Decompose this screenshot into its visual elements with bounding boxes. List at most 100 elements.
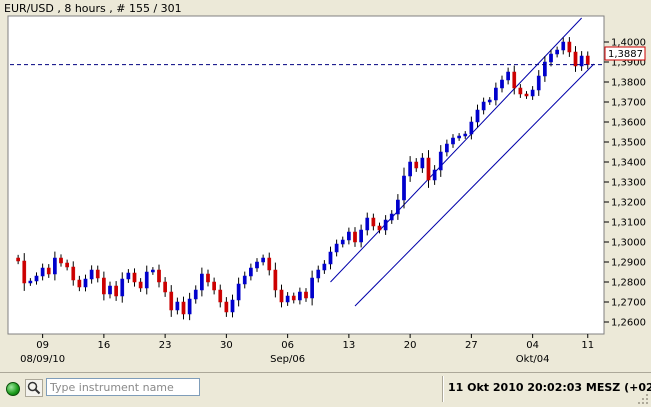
current-price-label: 1,3887 — [608, 49, 643, 60]
x-axis: 09 08/09/10 16 23 30 06 Sep/06 13 20 27 04 Okt/04 11 — [20, 334, 594, 365]
candle — [445, 139, 449, 157]
candle-body — [83, 278, 88, 288]
candle — [371, 213, 376, 231]
candle-body — [579, 55, 584, 67]
candle-body — [494, 87, 498, 101]
candle-body — [236, 283, 241, 301]
candle — [328, 246, 333, 270]
candle — [536, 70, 541, 96]
timezone-offset: (+0200) — [624, 381, 651, 394]
candle — [163, 277, 167, 297]
candle-body — [585, 55, 590, 65]
candle-body — [126, 272, 131, 280]
candle — [267, 252, 272, 276]
candle — [494, 82, 498, 106]
candle — [169, 285, 174, 317]
candle-body — [322, 263, 327, 271]
candle-body — [157, 269, 161, 283]
candle-body — [279, 289, 284, 303]
candle — [175, 297, 180, 315]
status-datetime: 11 Okt 2010 20:02:03 MESZ (+0200) — [448, 381, 651, 394]
candle-body — [255, 261, 259, 269]
y-tick-label: 1,4000 — [611, 38, 646, 49]
candle-body — [359, 229, 363, 243]
candle-body — [371, 217, 376, 227]
candle — [279, 284, 284, 308]
candle — [310, 270, 314, 306]
resize-grip-icon[interactable] — [637, 393, 649, 405]
y-tick-label: 1,3600 — [611, 118, 646, 129]
current-price-box — [604, 46, 646, 61]
candle-body — [267, 257, 272, 271]
candle — [543, 56, 547, 82]
candle — [206, 269, 210, 287]
timezone-value: MESZ — [585, 381, 621, 394]
trend-channel — [330, 17, 595, 307]
candle-body — [414, 161, 419, 169]
candle-body — [108, 285, 112, 295]
candle-body — [438, 151, 443, 171]
candle-body — [481, 101, 486, 111]
candle — [114, 281, 118, 301]
connection-status-icon[interactable] — [6, 382, 20, 396]
candle — [463, 131, 468, 139]
y-tick-label: 1,3400 — [611, 158, 646, 169]
candle — [212, 277, 216, 295]
candle — [383, 215, 388, 235]
chart-panel[interactable]: EUR/USD , 8 hours , # 155 / 301 1,4000 1,… — [0, 0, 651, 372]
candle — [438, 145, 443, 177]
candle — [181, 296, 186, 320]
candle — [40, 263, 45, 281]
candle — [193, 285, 198, 304]
candle — [549, 49, 553, 67]
candle — [273, 262, 278, 298]
candle-body — [163, 281, 167, 293]
status-bar: 11 Okt 2010 20:02:03 MESZ (+0200) — [0, 372, 651, 407]
x-tick-label: 16 — [98, 340, 111, 351]
candle-body — [316, 269, 321, 279]
candle-body — [549, 53, 553, 63]
plot-area[interactable] — [7, 15, 605, 335]
channel-lower-line — [354, 63, 595, 307]
candle-body — [561, 41, 566, 51]
candle-body — [530, 89, 535, 97]
candle — [353, 227, 357, 247]
search-icon[interactable] — [25, 379, 43, 397]
instrument-search-input[interactable] — [46, 378, 200, 396]
candle — [555, 46, 559, 58]
x-tick-sublabel: Sep/06 — [270, 354, 305, 365]
status-separator — [442, 376, 444, 402]
candle-body — [224, 301, 229, 313]
candle-body — [573, 51, 578, 67]
candle-body — [132, 272, 137, 283]
candle-body — [463, 133, 468, 137]
candle — [561, 37, 566, 55]
candle — [475, 104, 480, 128]
candle-body — [512, 71, 517, 89]
price-chart[interactable]: EUR/USD , 8 hours , # 155 / 301 1,40001,… — [0, 0, 651, 372]
candle-body — [555, 49, 559, 55]
candle — [408, 156, 412, 182]
candle — [230, 294, 235, 318]
candle — [291, 292, 296, 304]
candle — [500, 75, 504, 93]
x-tick-label: 09 — [36, 340, 49, 351]
candle-body — [426, 157, 431, 181]
candle — [567, 37, 572, 57]
candle-body — [310, 277, 314, 299]
y-tick-label: 1,2700 — [611, 298, 646, 309]
candle — [120, 272, 125, 303]
candle-body — [28, 280, 33, 284]
candle-body — [524, 93, 529, 97]
candle — [347, 227, 351, 245]
candle-body — [218, 289, 223, 303]
candle — [108, 281, 112, 299]
candle — [157, 264, 161, 288]
candle — [22, 253, 27, 291]
candle — [530, 86, 535, 100]
candle — [46, 264, 51, 278]
candle — [77, 275, 82, 292]
x-tick-label: 23 — [159, 340, 172, 351]
candle — [334, 239, 339, 257]
candle — [469, 116, 474, 140]
